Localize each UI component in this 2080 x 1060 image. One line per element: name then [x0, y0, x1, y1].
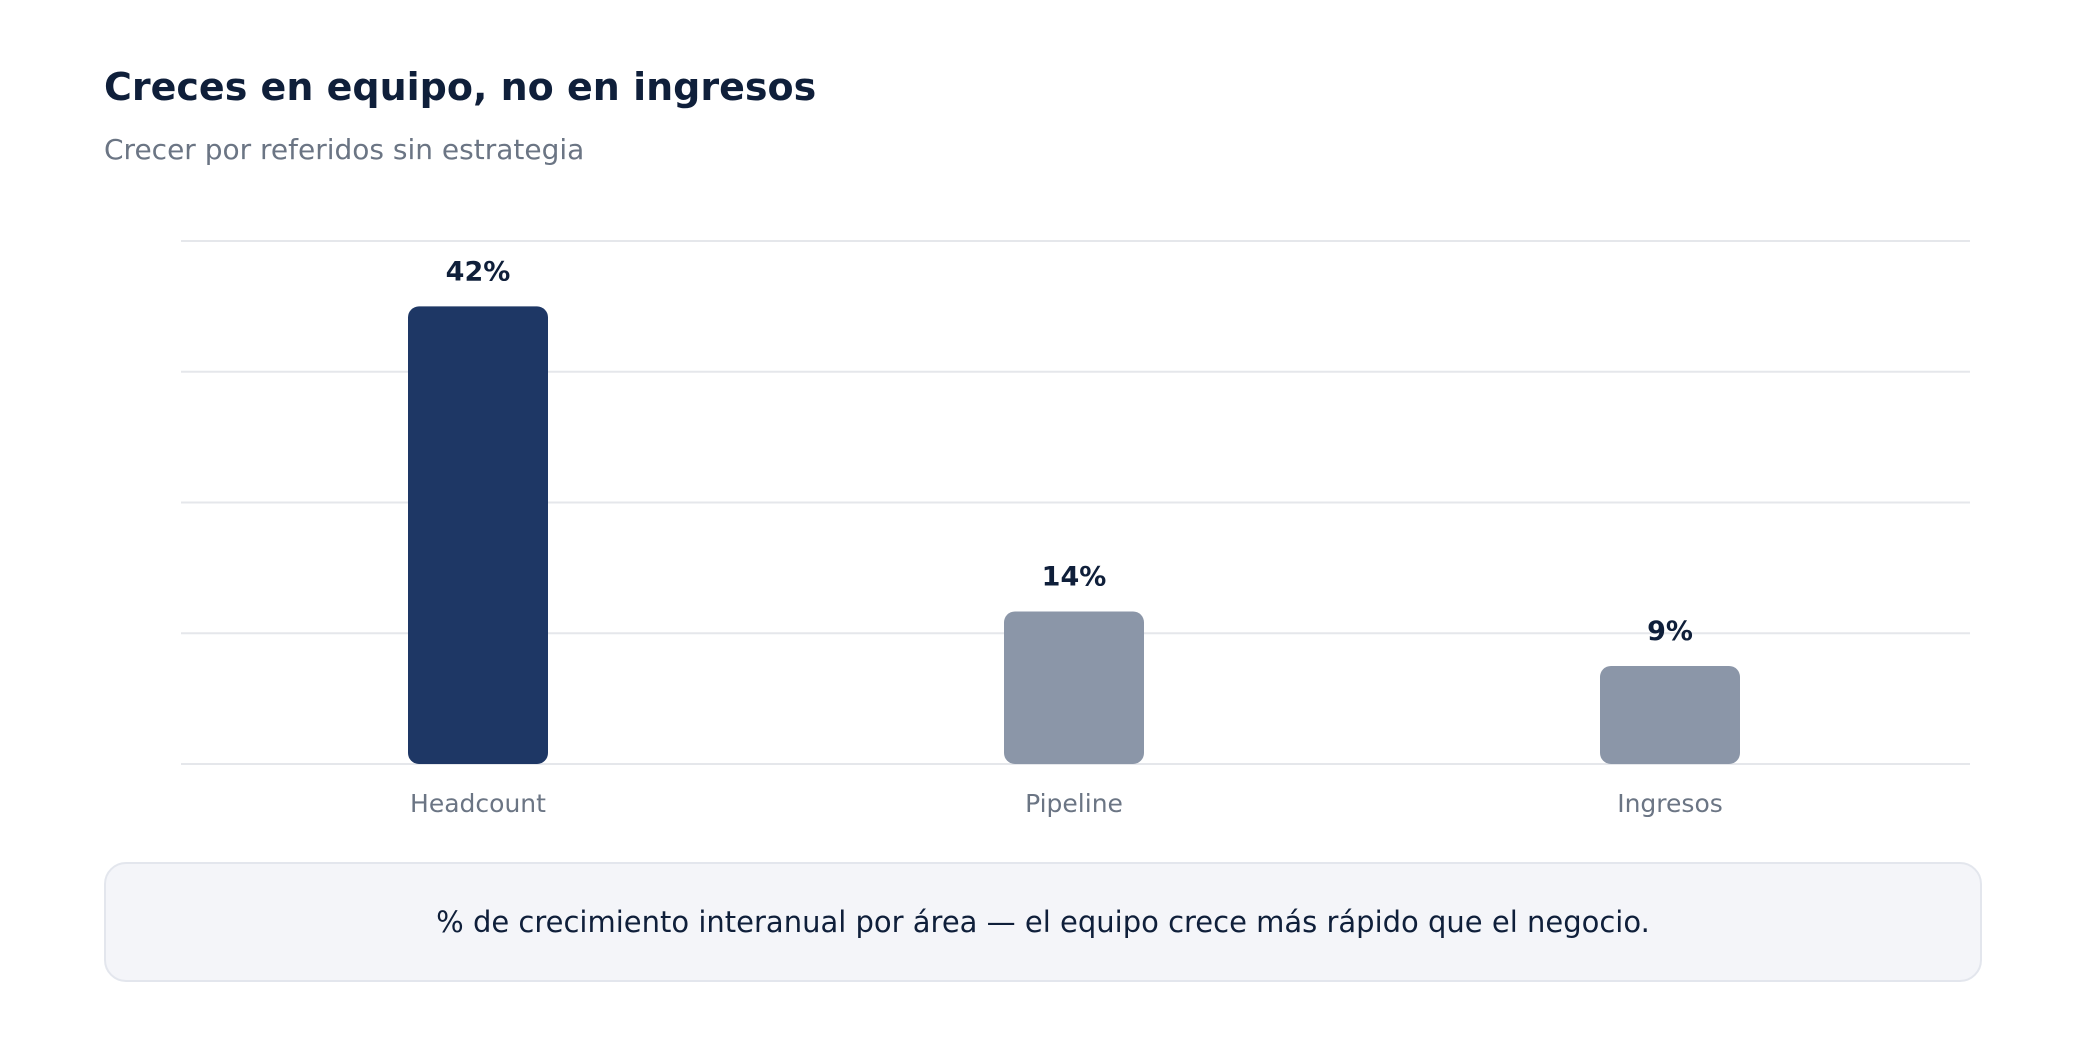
category-label-ingresos: Ingresos — [1617, 789, 1723, 818]
chart-title: Creces en equipo, no en ingresos — [104, 65, 817, 109]
bar-headcount — [408, 306, 548, 764]
bar-pipeline — [1004, 611, 1144, 764]
category-label-headcount: Headcount — [410, 789, 546, 818]
value-label-headcount: 42% — [446, 256, 511, 287]
caption-box: % de crecimiento interanual por área — e… — [104, 862, 1982, 982]
bar-ingresos — [1600, 665, 1740, 764]
value-label-ingresos: 9% — [1647, 616, 1693, 647]
chart-subtitle: Crecer por referidos sin estrategia — [104, 133, 585, 166]
bar-chart: 42% Headcount 14% Pipeline 9% Ingresos — [181, 240, 1970, 818]
category-label-pipeline: Pipeline — [1025, 789, 1123, 818]
caption-text: % de crecimiento interanual por área — e… — [436, 905, 1650, 939]
value-label-pipeline: 14% — [1042, 561, 1107, 592]
